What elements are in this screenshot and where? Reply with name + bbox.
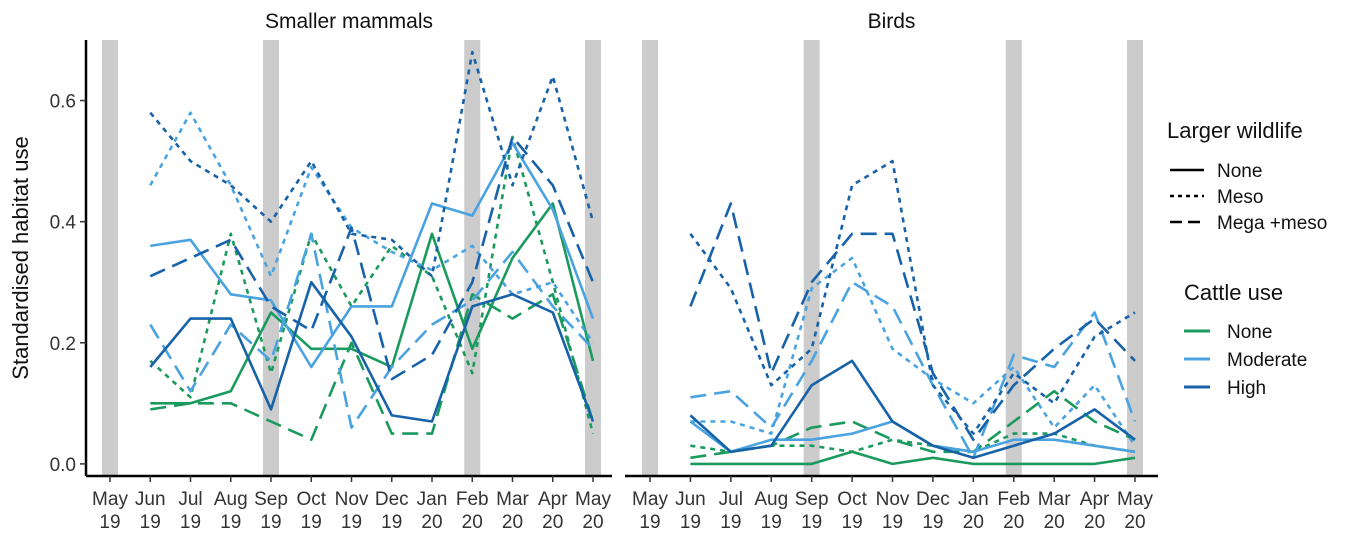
series-line-high-cattle-mega-meso-wildlife — [689, 202, 1136, 442]
x-tick-label-month: Dec — [916, 489, 950, 510]
x-tick-label-month: Jan — [417, 489, 448, 510]
x-tick-label-year: 20 — [421, 512, 442, 533]
panel-title: Birds — [868, 10, 916, 33]
x-tick-label-year: 20 — [1003, 512, 1024, 533]
x-tick-label-year: 20 — [542, 512, 563, 533]
x-tick-label-year: 19 — [680, 512, 701, 533]
series-line-moderate-cattle-mega-meso-wildlife — [149, 232, 594, 429]
x-tick-label-month: Dec — [375, 489, 409, 510]
legend-label-wildlife: None — [1217, 161, 1262, 182]
panel-smaller-mammals: Smaller mammalsMay19Jun19Jul19Aug19Sep19… — [84, 10, 612, 533]
shaded-band-1 — [263, 40, 279, 476]
series-line-none-cattle-none-wildlife — [690, 450, 1136, 466]
legend-title-wildlife: Larger wildlife — [1167, 118, 1303, 143]
series-line-moderate-cattle-meso-wildlife — [149, 111, 595, 344]
shaded-band-1 — [803, 40, 820, 476]
x-tick-label-year: 20 — [462, 512, 483, 533]
x-tick-label-month: May — [1117, 489, 1153, 510]
x-tick-label-month: Aug — [754, 489, 788, 510]
x-tick-label-month: Aug — [214, 489, 248, 510]
legend-title-cattle: Cattle use — [1184, 280, 1283, 305]
y-tick-label: 0.2 — [50, 334, 76, 355]
y-tick-label: 0.6 — [50, 92, 76, 113]
x-tick-label-month: Sep — [254, 489, 288, 510]
x-tick-label-year: 19 — [341, 512, 362, 533]
x-tick-label-year: 20 — [1044, 512, 1065, 533]
x-tick-label-year: 20 — [1124, 512, 1145, 533]
x-tick-label-month: May — [632, 489, 668, 510]
x-tick-label-year: 19 — [381, 512, 402, 533]
x-tick-label-month: Mar — [1038, 489, 1071, 510]
shaded-band-3 — [585, 40, 601, 476]
series-line-moderate-cattle-meso-wildlife — [690, 256, 1137, 447]
x-tick-label-month: May — [92, 489, 128, 510]
x-tick-label-year: 19 — [99, 512, 120, 533]
x-tick-label-year: 19 — [180, 512, 201, 533]
x-tick-label-month: Mar — [496, 489, 529, 510]
legend-label-cattle: Moderate — [1227, 350, 1307, 371]
y-axis-title: Standardised habitat use — [8, 136, 33, 379]
shaded-band-2 — [464, 40, 481, 476]
x-tick-label-year: 19 — [301, 512, 322, 533]
x-tick-label-year: 19 — [220, 512, 241, 533]
shaded-band-0 — [642, 40, 658, 476]
x-tick-label-year: 19 — [260, 512, 281, 533]
x-tick-label-month: Nov — [335, 489, 369, 510]
x-tick-label-year: 19 — [761, 512, 782, 533]
legend-label-wildlife: Mega +meso — [1217, 213, 1327, 234]
series-line-high-cattle-meso-wildlife — [689, 159, 1136, 435]
panel-birds: BirdsMay19Jun19Jul19Aug19Sep19Oct19Nov19… — [625, 10, 1158, 533]
x-tick-label-year: 19 — [639, 512, 660, 533]
series-line-high-cattle-none-wildlife — [689, 359, 1136, 460]
x-tick-label-month: May — [575, 489, 611, 510]
shaded-band-2 — [1005, 40, 1022, 476]
x-tick-label-month: Apr — [538, 489, 568, 510]
series-line-moderate-cattle-none-wildlife — [150, 141, 595, 369]
x-tick-label-year: 20 — [502, 512, 523, 533]
x-tick-label-year: 19 — [882, 512, 903, 533]
series-line-high-cattle-none-wildlife — [149, 280, 595, 423]
x-tick-label-month: Jun — [135, 489, 166, 510]
x-tick-label-year: 19 — [842, 512, 863, 533]
x-tick-label-month: Sep — [795, 489, 829, 510]
y-tick-label: 0.0 — [50, 455, 76, 476]
x-tick-label-month: Oct — [837, 489, 867, 510]
x-tick-label-month: Jul — [178, 489, 202, 510]
series-line-none-cattle-mega-meso-wildlife — [150, 292, 595, 442]
x-tick-label-year: 19 — [801, 512, 822, 533]
x-tick-label-month: Feb — [456, 489, 489, 510]
shaded-band-3 — [1127, 40, 1143, 476]
x-tick-label-year: 19 — [720, 512, 741, 533]
x-tick-label-year: 19 — [922, 512, 943, 533]
legend-label-cattle: None — [1227, 322, 1272, 343]
series-line-high-cattle-mega-meso-wildlife — [149, 135, 595, 381]
x-tick-label-year: 20 — [582, 512, 603, 533]
legend-label-wildlife: Meso — [1217, 187, 1263, 208]
x-tick-label-month: Jun — [675, 489, 706, 510]
legend: Larger wildlife None Meso Mega +meso Cattle … — [1167, 118, 1327, 399]
series-line-none-cattle-none-wildlife — [150, 202, 595, 405]
series-line-none-cattle-meso-wildlife — [149, 135, 595, 434]
x-tick-label-year: 19 — [140, 512, 161, 533]
series-line-moderate-cattle-mega-meso-wildlife — [690, 280, 1137, 460]
x-tick-label-month: Apr — [1080, 489, 1110, 510]
x-tick-label-month: Oct — [296, 489, 326, 510]
x-tick-label-month: Nov — [876, 489, 910, 510]
y-tick-label: 0.4 — [50, 213, 77, 234]
series-line-high-cattle-meso-wildlife — [149, 50, 595, 278]
x-tick-label-month: Jul — [719, 489, 743, 510]
x-tick-label-year: 20 — [1084, 512, 1105, 533]
x-tick-label-month: Jan — [958, 489, 989, 510]
x-tick-label-month: Feb — [997, 489, 1030, 510]
panel-title: Smaller mammals — [265, 10, 433, 33]
x-tick-label-year: 20 — [963, 512, 984, 533]
legend-label-cattle: High — [1227, 378, 1266, 399]
shaded-band-0 — [102, 40, 118, 476]
